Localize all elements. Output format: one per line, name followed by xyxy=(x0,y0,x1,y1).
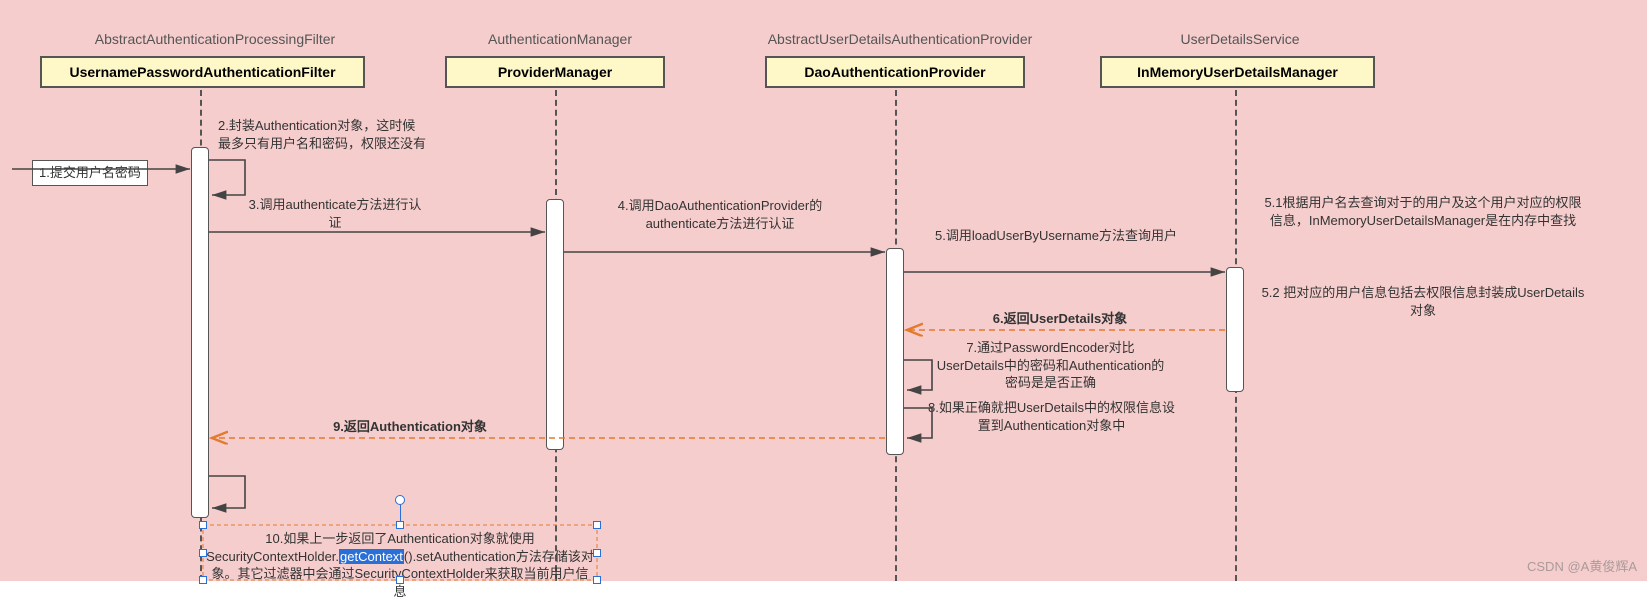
msg-4: 4.调用DaoAuthenticationProvider的authentica… xyxy=(590,197,850,232)
activation-4 xyxy=(1226,267,1244,392)
participant-2: ProviderManager xyxy=(445,56,665,88)
msg-8: 8.如果正确就把UserDetails中的权限信息设置到Authenticati… xyxy=(924,399,1179,434)
sel-rotate-handle[interactable] xyxy=(395,495,405,505)
role-label-1: AbstractAuthenticationProcessingFilter xyxy=(70,31,360,47)
msg-1: 1.提交用户名密码 xyxy=(32,160,148,186)
msg-7: 7.通过PasswordEncoder对比UserDetails中的密码和Aut… xyxy=(933,339,1168,392)
msg-5-2: 5.2 把对应的用户信息包括去权限信息封装成UserDetails对象 xyxy=(1258,284,1588,319)
sel-handle-tl[interactable] xyxy=(199,521,207,529)
msg-6: 6.返回UserDetails对象 xyxy=(950,310,1170,328)
role-label-2: AuthenticationManager xyxy=(460,31,660,47)
role-label-4: UserDetailsService xyxy=(1155,31,1325,47)
msg-3: 3.调用authenticate方法进行认证 xyxy=(245,196,425,231)
sel-handle-tr[interactable] xyxy=(593,521,601,529)
sel-handle-tm[interactable] xyxy=(396,521,404,529)
role-label-3: AbstractUserDetailsAuthenticationProvide… xyxy=(740,31,1060,47)
msg-2: 2.封装Authentication对象，这时候最多只有用户名和密码，权限还没有 xyxy=(218,117,428,152)
sel-handle-mr[interactable] xyxy=(593,549,601,557)
msg-10: 10.如果上一步返回了Authentication对象就使用SecurityCo… xyxy=(205,530,595,600)
participant-3: DaoAuthenticationProvider xyxy=(765,56,1025,88)
msg-5-1: 5.1根据用户名去查询对于的用户及这个用户对应的权限信息，InMemoryUse… xyxy=(1258,194,1588,229)
activation-1 xyxy=(191,147,209,518)
participant-4: InMemoryUserDetailsManager xyxy=(1100,56,1375,88)
activation-3 xyxy=(886,248,904,455)
participant-1: UsernamePasswordAuthenticationFilter xyxy=(40,56,365,88)
watermark: CSDN @A黄俊辉A xyxy=(1527,556,1637,575)
msg-5: 5.调用loadUserByUsername方法查询用户 xyxy=(926,227,1186,245)
sel-handle-bm[interactable] xyxy=(396,576,404,584)
sel-handle-bl[interactable] xyxy=(199,576,207,584)
msg-10-highlight: getContext xyxy=(339,549,404,564)
sel-handle-ml[interactable] xyxy=(199,549,207,557)
msg-9: 9.返回Authentication对象 xyxy=(300,418,520,436)
sel-handle-br[interactable] xyxy=(593,576,601,584)
activation-2 xyxy=(546,199,564,450)
sel-rotate-stem xyxy=(400,505,401,521)
